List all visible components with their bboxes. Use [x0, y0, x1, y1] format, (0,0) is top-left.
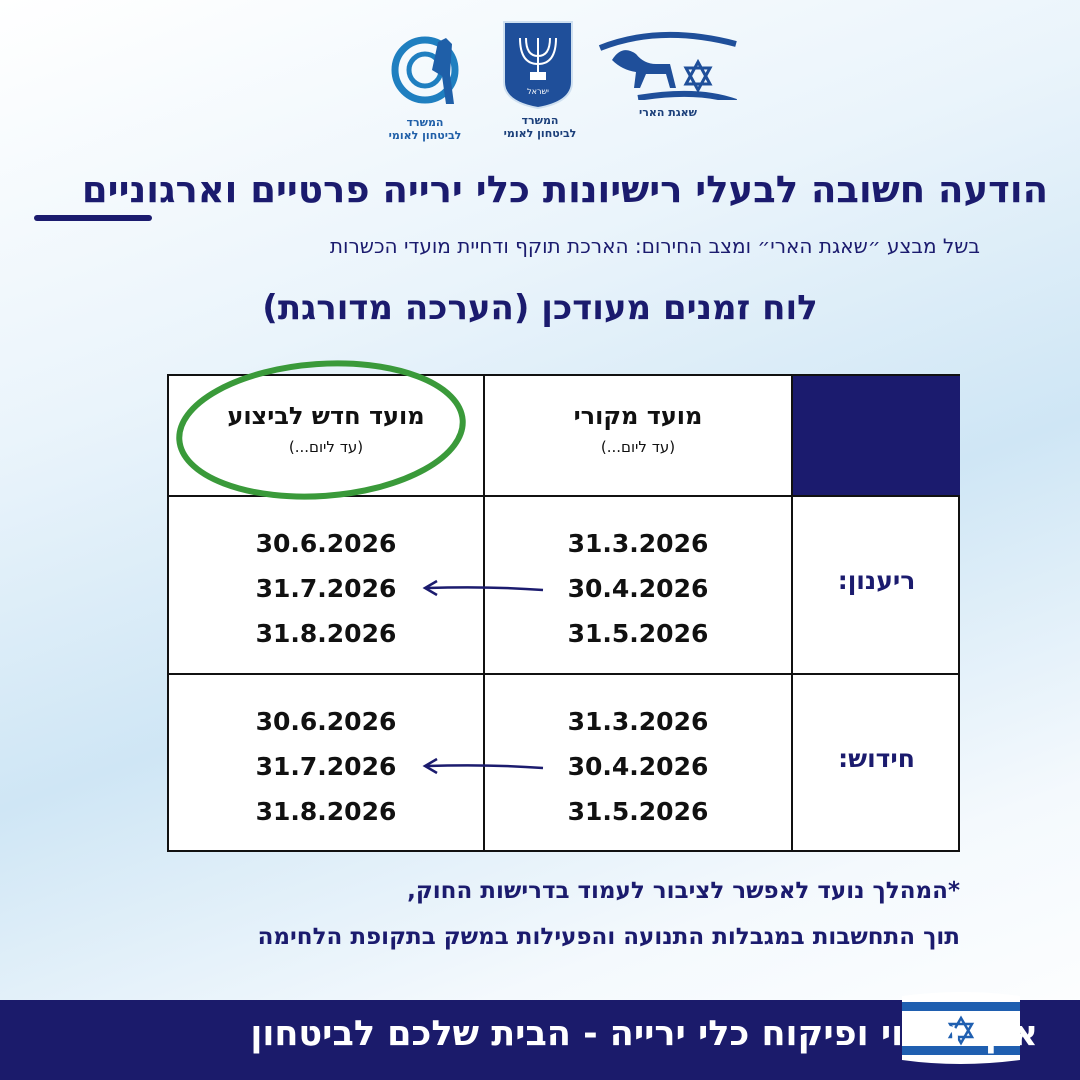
menorah-emblem-icon: ישראל [503, 21, 573, 110]
header-corner-cell [793, 376, 960, 495]
svg-text:ישראל: ישראל [527, 87, 549, 96]
header-new: מועד חדש לביצוע (עד ליום...) [227, 402, 425, 456]
schedule-heading: לוח זמנים מעודכן (הערכה מדורגת) [262, 288, 818, 328]
page-title: הודעה חשובה לבעלי רישיונות כלי ירייה פרט… [81, 168, 1048, 211]
title-underline [34, 215, 152, 221]
note-line-1: *המהלך נועד לאפשר לציבור לעמוד בדרישות ה… [407, 878, 960, 904]
subtitle: בשל מבצע ״שאגת הארי״ ומצב החירום: הארכת … [329, 234, 980, 258]
arrow-left-icon [422, 579, 544, 597]
header-original: מועד מקורי (עד ליום...) [573, 402, 703, 456]
row-label-renewal: חידוש: [838, 744, 915, 773]
note-line-2: תוך התחשבות במגבלות התנועה והפעילות במשק… [257, 924, 960, 950]
schedule-table: מועד מקורי (עד ליום...) מועד חדש לביצוע … [167, 360, 960, 852]
arrow-left-icon [422, 757, 544, 775]
new-dates-renewal: 30.6.2026 31.7.2026 31.8.2026 [255, 707, 397, 826]
footer-text: אגף רישוי ופיקוח כלי ירייה - הבית שלכם ל… [250, 1014, 1038, 1054]
new-dates-refresh: 30.6.2026 31.7.2026 31.8.2026 [255, 529, 397, 648]
firearms-dept-logo: המשרד לביטחון לאומי [380, 22, 470, 142]
row-label-refresh: ריענון: [837, 566, 916, 595]
original-dates-renewal: 31.3.2026 30.4.2026 31.5.2026 [567, 707, 709, 826]
target-shooter-icon [391, 36, 459, 104]
highlight-circle [176, 360, 466, 500]
operation-logo: שאגת הארי [598, 30, 738, 120]
original-dates-refresh: 31.3.2026 30.4.2026 31.5.2026 [567, 529, 709, 648]
footer-bar [0, 1000, 1080, 1080]
lion-flag-icon [598, 31, 738, 105]
israel-flag-icon [902, 992, 1020, 1064]
ministry-logo: ישראל המשרד לביטחון לאומי [500, 20, 580, 145]
